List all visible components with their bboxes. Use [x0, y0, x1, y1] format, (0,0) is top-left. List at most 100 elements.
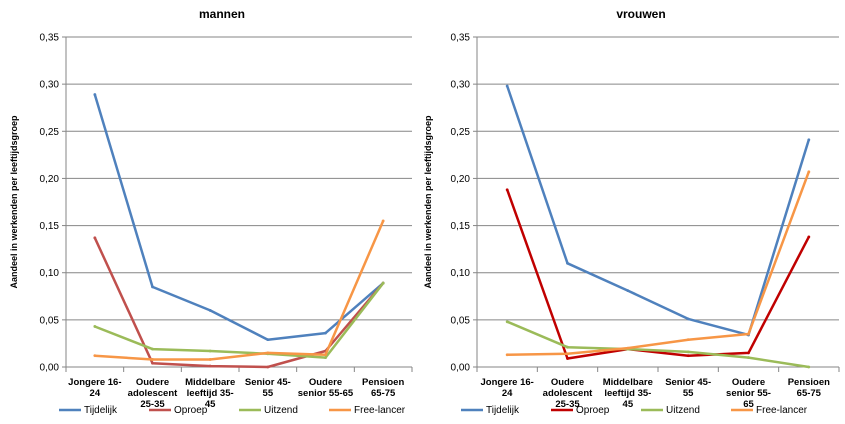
y-tick-label: 0,30	[451, 80, 471, 91]
x-tick-label: Oudere	[309, 377, 342, 388]
data-point-tijdelijk	[566, 261, 569, 265]
data-point-tijdelijk	[807, 138, 811, 142]
series-line-free-lancer	[94, 220, 385, 361]
x-tick-label: 25-35	[140, 399, 165, 410]
y-tick-label: 0,05	[451, 315, 471, 326]
x-tick-label: adolescent	[128, 388, 178, 399]
data-point-free-lancer	[381, 219, 385, 223]
y-tick-label: 0,15	[451, 221, 471, 232]
x-tick-label: Jongere 16-	[481, 377, 534, 388]
data-point-uitzend	[151, 347, 154, 351]
x-tick-label: Middelbare	[185, 377, 235, 388]
x-tick-label: Oudere	[551, 377, 584, 388]
data-point-oproep	[151, 361, 154, 365]
y-tick-label: 0,20	[451, 174, 471, 185]
x-tick-label: 25-35	[555, 399, 580, 410]
y-tick-label: 0,35	[451, 33, 471, 44]
data-point-uitzend	[807, 365, 811, 369]
y-tick-label: 0,20	[40, 174, 60, 185]
data-point-uitzend	[747, 356, 750, 359]
x-tick-label: Jongere 16-	[68, 377, 121, 388]
x-tick-label: Pensioen	[362, 377, 404, 388]
data-point-tijdelijk	[93, 93, 97, 96]
data-point-uitzend	[381, 281, 385, 285]
data-point-uitzend	[208, 349, 212, 353]
data-point-oproep	[747, 351, 750, 355]
data-point-oproep	[686, 354, 690, 358]
data-point-uitzend	[324, 356, 327, 359]
data-point-free-lancer	[324, 353, 327, 357]
y-axis-label: Aandeel in werkenden per leeftijdsgroep	[9, 115, 19, 289]
series-line-uitzend	[94, 282, 385, 359]
x-tick-label: 45	[205, 399, 216, 410]
legend-label: Oproep	[174, 405, 208, 416]
legend-label: Free-lancer	[756, 405, 808, 416]
x-tick-label: adolescent	[543, 388, 593, 399]
x-tick-label: 65-75	[371, 388, 396, 399]
data-point-uitzend	[505, 320, 509, 324]
x-tick-label: 45	[623, 399, 634, 410]
data-point-oproep	[93, 236, 97, 240]
y-tick-label: 0,25	[451, 127, 471, 138]
x-tick-label: senior 55-	[726, 388, 771, 399]
data-point-tijdelijk	[266, 338, 270, 342]
data-point-free-lancer	[208, 358, 212, 361]
x-tick-label: leeftijd 35-	[187, 388, 234, 399]
data-point-oproep	[566, 357, 569, 360]
data-point-tijdelijk	[626, 289, 630, 293]
series-line-free-lancer	[507, 171, 810, 356]
data-point-free-lancer	[566, 352, 569, 356]
x-tick-label: 65-75	[797, 388, 822, 399]
series-line-oproep	[93, 237, 385, 369]
series-line-uitzend	[506, 320, 809, 369]
chart-title: mannen	[199, 7, 245, 21]
legend-label: Free-lancer	[354, 405, 406, 416]
series-line-tijdelijk	[93, 94, 385, 341]
data-point-tijdelijk	[324, 331, 327, 335]
data-point-tijdelijk	[151, 285, 154, 289]
legend-label: Tijdelijk	[486, 405, 520, 416]
data-point-oproep	[208, 364, 212, 368]
data-point-tijdelijk	[208, 309, 212, 312]
x-tick-label: 55	[683, 388, 694, 399]
y-tick-label: 0,00	[451, 363, 471, 374]
x-tick-label: senior 55-65	[298, 388, 354, 399]
legend-label: Uitzend	[666, 405, 700, 416]
y-tick-label: 0,10	[40, 268, 60, 279]
x-tick-label: Senior 45-	[665, 377, 711, 388]
data-point-uitzend	[566, 345, 569, 349]
y-tick-label: 0,05	[40, 315, 60, 326]
x-tick-label: Oudere	[136, 377, 169, 388]
x-tick-label: 24	[502, 388, 513, 399]
chart-title: vrouwen	[616, 7, 665, 21]
data-point-free-lancer	[686, 338, 690, 342]
y-tick-label: 0,35	[40, 33, 60, 44]
x-tick-label: Senior 45-	[245, 377, 291, 388]
y-tick-label: 0,15	[40, 221, 60, 232]
x-tick-label: Middelbare	[603, 377, 653, 388]
x-tick-label: Pensioen	[788, 377, 830, 388]
data-point-oproep	[505, 188, 509, 192]
data-point-uitzend	[686, 350, 690, 354]
series-line-oproep	[506, 189, 810, 360]
x-tick-label: 65	[743, 399, 754, 410]
data-point-tijdelijk	[505, 84, 509, 88]
y-tick-label: 0,30	[40, 80, 60, 91]
legend-label: Oproep	[576, 405, 610, 416]
legend-label: Uitzend	[264, 405, 298, 416]
x-tick-label: leeftijd 35-	[604, 388, 651, 399]
data-point-oproep	[266, 365, 270, 369]
data-point-free-lancer	[747, 332, 750, 336]
data-point-uitzend	[93, 325, 97, 328]
data-point-free-lancer	[505, 353, 509, 357]
data-point-oproep	[807, 235, 811, 239]
data-point-free-lancer	[266, 351, 270, 355]
y-tick-label: 0,00	[40, 363, 60, 374]
legend-label: Tijdelijk	[84, 405, 118, 416]
data-point-free-lancer	[807, 170, 811, 174]
data-point-tijdelijk	[686, 317, 690, 321]
x-tick-label: 55	[263, 388, 274, 399]
x-tick-label: 24	[90, 388, 101, 399]
